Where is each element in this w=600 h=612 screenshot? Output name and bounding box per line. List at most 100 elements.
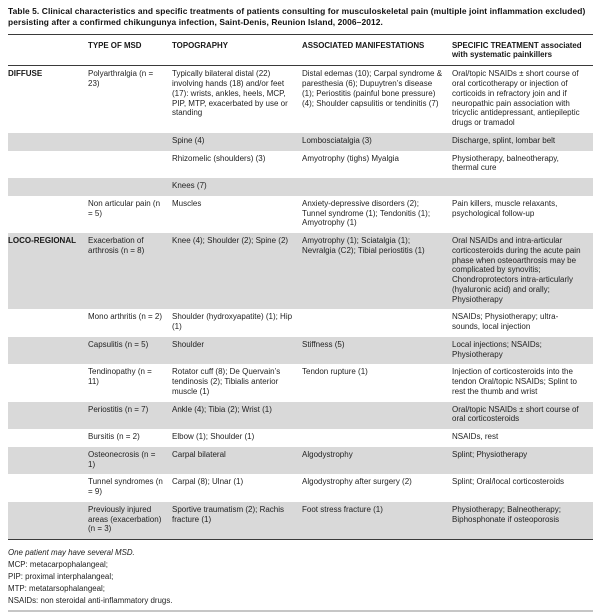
cell-topography: Elbow (1); Shoulder (1): [172, 432, 255, 441]
table-row-knees: Knees (7): [8, 178, 593, 196]
footnote-pip: PIP: proximal interphalangeal;: [8, 572, 114, 582]
paper-table-figure: Table 5. Clinical characteristics and sp…: [8, 6, 593, 612]
group-label: [8, 178, 88, 196]
group-label: [8, 337, 88, 365]
group-label: LOCO-REGIONAL: [8, 236, 76, 245]
cell-treatment: Oral/topic NSAIDs ± short course of oral…: [452, 404, 579, 424]
cell-topography: Rotator cuff (8); De Quervain’s tendinos…: [172, 367, 281, 396]
header-row: TYPE OF MSD TOPOGRAPHY ASSOCIATED MANIFE…: [8, 34, 593, 67]
col-header-specific-treatment: SPECIFIC TREATMENT associated with syste…: [452, 34, 593, 67]
table-row-osteonecrosis: Osteonecrosis (n = 1) Carpal bilateral A…: [8, 446, 593, 475]
cell-topography: Spine (4): [172, 135, 205, 145]
cell-treatment: Discharge, splint, lombar belt: [452, 135, 556, 145]
cell-manifestations: Anxiety-depressive disorders (2); Tunnel…: [302, 198, 431, 228]
cell-manifestations: Algodystrophy: [302, 449, 353, 459]
cell-type-of-msd: Exacerbation of arthrosis (n = 8): [88, 236, 145, 255]
group-label: [8, 151, 88, 179]
cell-topography: Knee (4); Shoulder (2); Spine (2): [172, 236, 289, 245]
cell-topography: Carpal (8); Ulnar (1): [172, 477, 244, 487]
group-label: [8, 309, 88, 337]
cell-type-of-msd: Polyarthralgia (n = 23): [88, 69, 154, 88]
cell-type-of-msd: Tunnel syndromes (n = 9): [88, 477, 163, 496]
cell-manifestations: Amyotrophy (tighs) Myalgia: [302, 153, 399, 163]
table-row-tendinopathy: Tendinopathy (n = 11) Rotator cuff (8); …: [8, 364, 593, 401]
footnote-mtp: MTP: metatarsophalangeal;: [8, 584, 105, 594]
footnote-general: One patient may have several MSD.: [8, 548, 135, 557]
cell-treatment: NSAIDs; Physiotherapy; ultra-sounds, loc…: [452, 312, 559, 331]
cell-treatment: Injection of corticosteroids into the te…: [452, 367, 577, 396]
cell-manifestations: Algodystrophy after surgery (2): [302, 477, 412, 487]
cell-treatment: Splint; Oral/local corticosteroids: [452, 477, 565, 487]
cell-treatment: Oral NSAIDs and intra-articular corticos…: [452, 236, 581, 304]
group-label: [8, 447, 88, 475]
cell-treatment: Pain killers, muscle relaxants, psycholo…: [452, 198, 558, 218]
table-row-previously-injured-areas: Previously injured areas (exacerbation) …: [8, 501, 593, 540]
table-row-tunnel-syndromes: Tunnel syndromes (n = 9) Carpal (8); Uln…: [8, 474, 593, 502]
cell-manifestations: [302, 178, 452, 196]
group-label: [8, 196, 88, 233]
col-header-associated-manifestations: ASSOCIATED MANIFESTATIONS: [302, 34, 452, 67]
cell-topography: Carpal bilateral: [172, 449, 226, 459]
cell-type-of-msd: Capsulitis (n = 5): [88, 339, 149, 349]
table-row-exacerbation-arthrosis: LOCO-REGIONAL Exacerbation of arthrosis …: [8, 233, 593, 310]
group-label: [8, 402, 88, 430]
cell-manifestations: Stiffness (5): [302, 339, 345, 349]
table-row-non-articular-pain: Non articular pain (n = 5) Muscles Anxie…: [8, 196, 593, 233]
table-row-polyarthralgia: DIFFUSE Polyarthralgia (n = 23) Typicall…: [8, 66, 593, 133]
cell-treatment: Physiotherapy, balneotherapy, thermal cu…: [452, 153, 559, 173]
group-label: DIFFUSE: [8, 69, 43, 79]
cell-manifestations: Lombosciatalgia (3): [302, 135, 372, 145]
footnote-mcp: MCP: metacarpophalangeal;: [8, 560, 109, 570]
cell-treatment: Splint; Physiotherapy: [452, 449, 528, 459]
footnotes: One patient may have several MSD. MCP: m…: [8, 547, 593, 607]
table-row-rhizomelic: Rhizomelic (shoulders) (3) Amyotrophy (t…: [8, 151, 593, 179]
cell-type-of-msd: Osteonecrosis (n = 1): [88, 449, 156, 469]
table-row-bursitis: Bursitis (n = 2) Elbow (1); Shoulder (1)…: [8, 429, 593, 447]
cell-type-of-msd: [88, 178, 172, 196]
table-row-mono-arthritis: Mono arthritis (n = 2) Shoulder (hydroxy…: [8, 309, 593, 337]
cell-type-of-msd: Previously injured areas (exacerbation) …: [88, 501, 172, 540]
cell-treatment: [452, 178, 593, 196]
cell-type-of-msd: Tendinopathy (n = 11): [88, 367, 152, 386]
col-header-topography: TOPOGRAPHY: [172, 34, 302, 67]
cell-type-of-msd: [88, 151, 172, 179]
table-caption: Table 5. Clinical characteristics and sp…: [8, 6, 586, 27]
cell-topography: Rhizomelic (shoulders) (3): [172, 153, 266, 163]
cell-topography: Knees (7): [172, 181, 207, 190]
cell-topography: Ankle (4); Tibia (2); Wrist (1): [172, 404, 272, 414]
table-header: TYPE OF MSD TOPOGRAPHY ASSOCIATED MANIFE…: [8, 34, 593, 67]
footnote-nsaids: NSAIDs: non steroidal anti-inflammatory …: [8, 596, 173, 606]
group-label: [8, 429, 88, 447]
table-row-spine: Spine (4) Lombosciatalgia (3) Discharge,…: [8, 132, 593, 151]
cell-manifestations: Amyotrophy (1); Sciatalgia (1); Nevralgi…: [302, 236, 425, 255]
group-label: [8, 364, 88, 401]
cell-treatment: NSAIDs, rest: [452, 432, 499, 441]
cell-manifestations: [302, 309, 452, 337]
cell-manifestations: Tendon rupture (1): [302, 367, 368, 377]
col-header-group: [8, 34, 88, 67]
cell-type-of-msd: Bursitis (n = 2): [88, 432, 140, 441]
cell-type-of-msd: Mono arthritis (n = 2): [88, 312, 163, 322]
group-label: [8, 133, 88, 151]
cell-type-of-msd: Periostitis (n = 7): [88, 404, 149, 414]
cell-topography: Typically bilateral distal (22) involvin…: [172, 69, 288, 118]
cell-treatment: Physiotherapy; Balneotherapy; Biphosphon…: [452, 501, 593, 540]
cell-treatment: Local injections; NSAIDs; Physiotherapy: [452, 339, 542, 359]
cell-topography: Shoulder: [172, 339, 205, 349]
clinical-characteristics-table: TYPE OF MSD TOPOGRAPHY ASSOCIATED MANIFE…: [8, 33, 593, 541]
table-row-capsulitis: Capsulitis (n = 5) Shoulder Stiffness (5…: [8, 336, 593, 365]
cell-treatment: Oral/topic NSAIDs ± short course of oral…: [452, 69, 580, 127]
cell-topography: Sportive traumatism (2); Rachis fracture…: [172, 501, 302, 540]
group-label: [8, 474, 88, 502]
cell-type-of-msd: Non articular pain (n = 5): [88, 198, 161, 218]
cell-topography: Shoulder (hydroxyapatite) (1); Hip (1): [172, 312, 293, 331]
cell-manifestations: Distal edemas (10); Carpal syndrome & pa…: [302, 69, 443, 108]
table-body: DIFFUSE Polyarthralgia (n = 23) Typicall…: [8, 66, 593, 540]
cell-topography: Muscles: [172, 198, 202, 208]
col-header-type-of-msd: TYPE OF MSD: [88, 34, 172, 67]
cell-manifestations: [302, 402, 452, 430]
cell-manifestations: Foot stress fracture (1): [302, 501, 452, 540]
cell-manifestations: [302, 429, 452, 447]
table-row-periostitis: Periostitis (n = 7) Ankle (4); Tibia (2)…: [8, 401, 593, 430]
group-label: [8, 501, 88, 540]
